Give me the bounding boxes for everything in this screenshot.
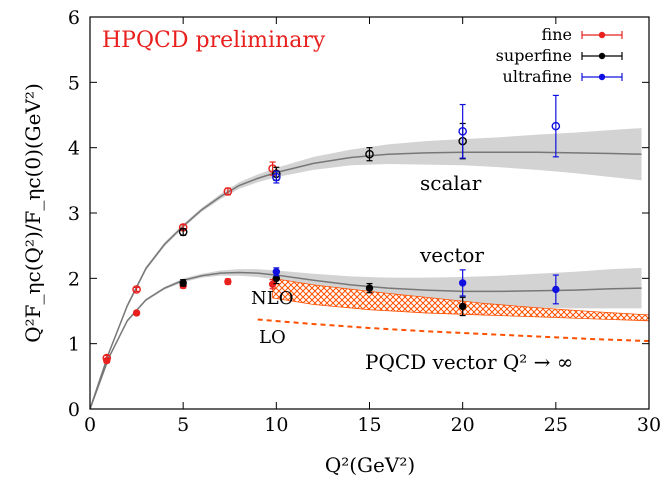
legend-item-superfine: superfine [496, 46, 623, 65]
y-tick-label: 6 [68, 7, 80, 29]
legend-marker [598, 31, 606, 39]
legend-marker [598, 73, 606, 81]
data-point-ultrafine-vector [458, 269, 467, 297]
y-tick-label: 3 [68, 203, 80, 225]
data-point-fine-vector [268, 279, 277, 290]
legend-label: ultrafine [503, 67, 572, 86]
nlo-label: NLO [251, 288, 293, 309]
data-point-ultrafine-scalar [551, 94, 561, 158]
x-tick-label: 0 [84, 414, 96, 436]
scalar-fit-band [90, 128, 642, 409]
data-point-ultrafine-vector [272, 267, 281, 277]
axes: 0 5 10 15 20 25 30 0 1 2 3 4 5 6 [68, 7, 661, 436]
data-point-superfine-vector [365, 282, 374, 294]
data-point-superfine-scalar [365, 147, 374, 162]
fit-bands [90, 128, 642, 409]
x-tick-label: 15 [357, 414, 381, 436]
x-tick-label: 5 [177, 414, 189, 436]
x-tick-label: 20 [451, 414, 475, 436]
y-tick-label: 2 [68, 268, 80, 290]
legend-marker [598, 52, 606, 60]
data-point-ultrafine-scalar [272, 170, 281, 184]
legend: fine superfine ultrafine [496, 25, 623, 86]
y-tick-label: 1 [68, 334, 80, 356]
data-point-fine-vector [224, 277, 232, 286]
lo-label: LO [259, 327, 286, 348]
pqcd-curves [257, 277, 649, 343]
data-point-fine-vector [103, 356, 111, 365]
vector-fit-band [90, 267, 642, 409]
legend-label: superfine [496, 46, 572, 65]
pqcd-nlo-band [272, 277, 649, 322]
data-point-fine-scalar [132, 285, 141, 294]
legend-item-fine: fine [542, 25, 623, 44]
data-point-fine-vector [132, 309, 141, 317]
x-tick-label: 25 [544, 414, 568, 436]
y-axis-label: Q²F_ηc(Q²)/F_ηc(0)(GeV²) [21, 83, 45, 343]
pqcd-lo-line [257, 318, 649, 343]
y-tick-label: 4 [68, 138, 80, 160]
vector-label: vector [419, 243, 484, 267]
legend-label: fine [542, 25, 572, 44]
legend-item-ultrafine: ultrafine [503, 67, 623, 86]
data-points [102, 94, 561, 365]
watermark-label: HPQCD preliminary [102, 28, 326, 53]
data-point-fine-scalar [223, 187, 233, 196]
y-tick-label: 5 [68, 72, 80, 94]
data-point-superfine-scalar [178, 227, 188, 237]
data-point-superfine-vector [458, 296, 467, 317]
pqcd-label: PQCD vector Q² → ∞ [365, 350, 573, 374]
x-axis-label: Q²(GeV²) [325, 453, 415, 477]
data-point-ultrafine-scalar [458, 103, 467, 159]
x-tick-label: 30 [637, 414, 661, 436]
scalar-label: scalar [420, 171, 482, 195]
data-point-ultrafine-vector [552, 274, 560, 305]
data-point-superfine-vector [179, 279, 187, 287]
y-tick-label: 0 [68, 399, 80, 421]
x-tick-label: 10 [264, 414, 288, 436]
